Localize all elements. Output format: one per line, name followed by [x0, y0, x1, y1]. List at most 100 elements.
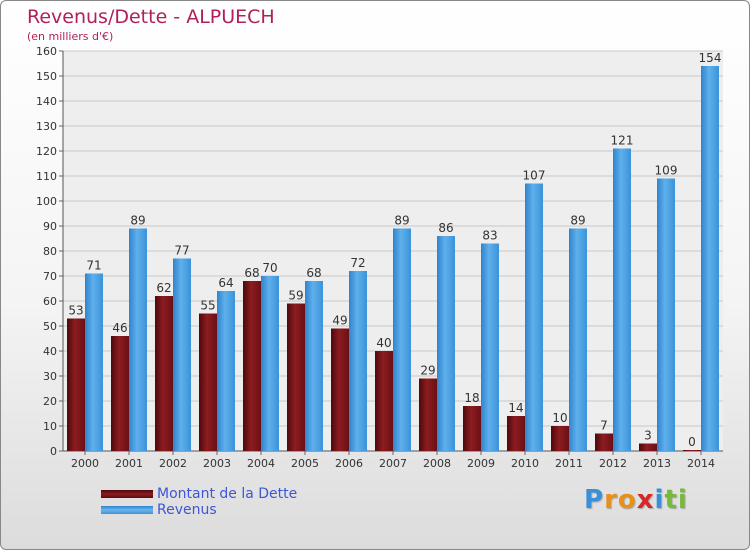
x-tick-label: 2011 [555, 457, 583, 470]
data-label-debt: 7 [600, 419, 608, 433]
x-tick-label: 2005 [291, 457, 319, 470]
data-label-debt: 10 [552, 411, 567, 425]
y-tick-label: 90 [43, 220, 57, 233]
y-tick-label: 140 [36, 95, 57, 108]
bar-revenue [173, 258, 191, 451]
data-label-revenue: 107 [523, 169, 546, 183]
logo-letter: t [664, 485, 678, 515]
bar-revenue [261, 276, 279, 451]
data-label-revenue: 89 [394, 214, 409, 228]
y-tick-label: 160 [36, 45, 57, 58]
x-tick-label: 2006 [335, 457, 363, 470]
data-label-revenue: 72 [350, 256, 365, 270]
bar-revenue [349, 271, 367, 451]
legend-label-debt: Montant de la Dette [157, 486, 298, 502]
x-tick-label: 2007 [379, 457, 407, 470]
data-label-revenue: 70 [262, 261, 277, 275]
bar-debt [507, 416, 525, 451]
bar-revenue [129, 228, 147, 451]
bar-revenue [305, 281, 323, 451]
y-tick-label: 0 [50, 445, 57, 458]
x-tick-label: 2008 [423, 457, 451, 470]
axes: 0102030405060708090100110120130140150160… [36, 45, 723, 470]
x-tick-label: 2000 [71, 457, 99, 470]
data-label-revenue: 68 [306, 266, 321, 280]
bar-revenue [437, 236, 455, 451]
data-label-revenue: 71 [86, 259, 101, 273]
bar-debt [243, 281, 261, 451]
bar-debt [683, 450, 701, 451]
x-tick-label: 2014 [687, 457, 715, 470]
data-label-debt: 0 [688, 435, 696, 449]
legend-label-revenue: Revenus [157, 502, 217, 518]
data-label-revenue: 154 [699, 51, 722, 65]
data-label-debt: 59 [288, 289, 303, 303]
proxiti-logo: Proxiti [584, 485, 688, 515]
x-tick-label: 2010 [511, 457, 539, 470]
bar-debt [199, 313, 217, 451]
y-tick-label: 110 [36, 170, 57, 183]
y-tick-label: 150 [36, 70, 57, 83]
logo-letter: o [617, 485, 637, 515]
data-label-debt: 18 [464, 391, 479, 405]
bar-debt [287, 303, 305, 451]
bar-revenue [217, 291, 235, 451]
chart-title: Revenus/Dette - ALPUECH [27, 6, 275, 28]
bar-debt [463, 406, 481, 451]
data-label-debt: 40 [376, 336, 391, 350]
data-label-debt: 68 [244, 266, 259, 280]
y-tick-label: 120 [36, 145, 57, 158]
logo-letter: r [604, 485, 618, 515]
x-tick-label: 2012 [599, 457, 627, 470]
y-tick-label: 30 [43, 370, 57, 383]
data-label-debt: 46 [112, 321, 127, 335]
x-tick-label: 2003 [203, 457, 231, 470]
data-label-revenue: 64 [218, 276, 233, 290]
bars [67, 66, 719, 451]
bar-revenue [569, 228, 587, 451]
bar-debt [639, 443, 657, 451]
logo-letter: x [636, 485, 655, 515]
data-label-revenue: 109 [655, 164, 678, 178]
data-label-revenue: 77 [174, 244, 189, 258]
logo-letter: i [654, 485, 665, 515]
logo-letter: P [584, 485, 605, 515]
bar-revenue [481, 243, 499, 451]
legend-swatch-debt [101, 490, 153, 498]
x-tick-label: 2002 [159, 457, 187, 470]
bar-revenue [85, 273, 103, 451]
bar-revenue [657, 178, 675, 451]
y-tick-label: 70 [43, 270, 57, 283]
data-label-debt: 3 [644, 429, 652, 443]
data-label-debt: 14 [508, 401, 523, 415]
logo-letter: i [677, 485, 688, 515]
y-tick-label: 40 [43, 345, 57, 358]
y-tick-label: 60 [43, 295, 57, 308]
y-tick-label: 20 [43, 395, 57, 408]
bar-debt [375, 351, 393, 451]
x-tick-label: 2013 [643, 457, 671, 470]
legend-swatch-revenue [101, 506, 153, 514]
y-tick-label: 10 [43, 420, 57, 433]
data-label-debt: 49 [332, 314, 347, 328]
bar-debt [155, 296, 173, 451]
x-tick-label: 2004 [247, 457, 275, 470]
bar-debt [419, 378, 437, 451]
bar-revenue [701, 66, 719, 451]
bar-debt [111, 336, 129, 451]
bar-debt [595, 433, 613, 451]
y-tick-label: 50 [43, 320, 57, 333]
x-tick-label: 2009 [467, 457, 495, 470]
y-tick-label: 100 [36, 195, 57, 208]
bar-debt [67, 318, 85, 451]
bar-debt [331, 328, 349, 451]
bar-revenue [393, 228, 411, 451]
y-tick-label: 80 [43, 245, 57, 258]
data-label-revenue: 121 [611, 134, 634, 148]
bar-revenue [525, 183, 543, 451]
bar-debt [551, 426, 569, 451]
chart-subtitle: (en milliers d'€) [27, 30, 114, 43]
